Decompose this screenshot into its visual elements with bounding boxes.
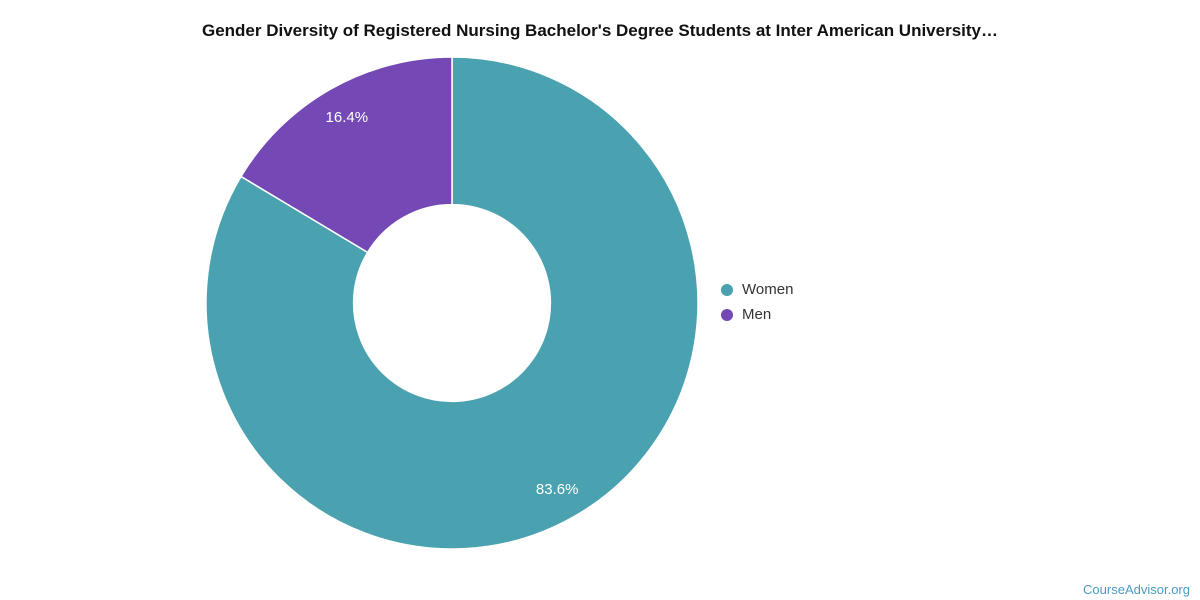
watermark-link[interactable]: CourseAdvisor.org (1083, 582, 1190, 597)
legend: Women Men (721, 277, 793, 327)
legend-marker-women (721, 283, 733, 296)
legend-label-women: Women (742, 281, 794, 298)
slice-label-women: 83.6% (536, 481, 579, 498)
pie-slice-women[interactable] (205, 56, 699, 550)
pie-slice-men[interactable] (240, 56, 453, 254)
legend-label-men: Men (742, 306, 772, 323)
legend-item-women[interactable]: Women (721, 277, 793, 302)
legend-item-men[interactable]: Men (721, 302, 793, 327)
chart-title: Gender Diversity of Registered Nursing B… (201, 21, 999, 40)
legend-marker-men (721, 308, 733, 321)
slice-label-men: 16.4% (326, 109, 369, 126)
